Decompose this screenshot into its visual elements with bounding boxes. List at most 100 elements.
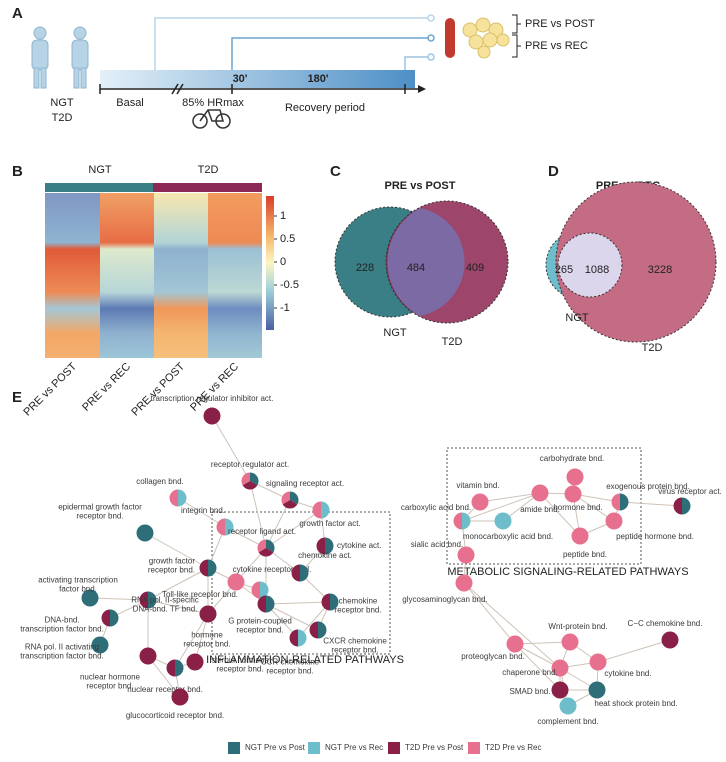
cluster-label: INFLAMMATION-RELATED PATHWAYS [206, 654, 404, 666]
node: nuclear hormone receptor bnd. [80, 647, 157, 691]
venn-label: T2D [642, 342, 663, 354]
cluster-label: METABOLIC SIGNALING-RELATED PATHWAYS [447, 566, 688, 578]
colorbar [266, 196, 274, 330]
node-label: growth factor act. [299, 519, 360, 528]
phase-label: 30' [233, 73, 248, 85]
node-slice [462, 512, 471, 530]
node-slice [178, 489, 187, 507]
node-slice [611, 493, 620, 511]
node-slice [175, 659, 184, 677]
node-slice [186, 653, 204, 671]
panel-letter: B [12, 163, 23, 180]
node-slice [312, 501, 321, 519]
node-label: nuclear hormone receptor bnd. [80, 673, 141, 691]
legend-swatch [388, 742, 400, 754]
edge [211, 415, 251, 482]
group-label: NGT [88, 164, 112, 176]
node-label: carboxylic acid bnd. [401, 503, 471, 512]
edge [463, 582, 516, 645]
node-label: steroid hormone receptor bnd. [211, 656, 269, 674]
node-label: cytokine bnd. [604, 669, 651, 678]
node-slice [316, 537, 325, 555]
bracket [512, 14, 521, 58]
edge [144, 532, 209, 569]
node-label: receptor ligand act. [228, 527, 296, 536]
edge [147, 655, 181, 698]
group-bar [45, 183, 153, 192]
node-label: Wnt-protein bnd. [548, 622, 607, 631]
node-label: complement bnd. [537, 717, 598, 726]
node: G protein-coupled receptor bnd. [228, 595, 292, 635]
column-label: PRE vs REC [80, 361, 133, 414]
panel-a: A NGT T2D PRE vs POST PRE vs REC Basal 3… [12, 5, 595, 129]
node-label: peptide hormone bnd. [616, 532, 694, 541]
node-label: carbohydrate bnd. [540, 454, 605, 463]
node-slice [605, 512, 623, 530]
node-slice [298, 629, 307, 647]
node-label: heat shock protein bnd. [594, 699, 677, 708]
node-slice [250, 472, 259, 486]
node: virus receptor act. [658, 487, 722, 515]
group-label: NGT [50, 97, 74, 109]
colorbar-tick-label: -1 [280, 302, 290, 314]
node-label: RNA pol. II activating transcription fact… [20, 643, 104, 661]
node-label: peptide bnd. [563, 550, 607, 559]
node-slice [321, 501, 330, 519]
venn-count: 3228 [648, 264, 672, 276]
edge [265, 601, 331, 605]
edge [514, 641, 571, 645]
node-slice [225, 518, 234, 536]
node-slice [166, 659, 175, 677]
node-slice [300, 564, 309, 582]
node-label: CXCR chemokine receptor bnd. [323, 637, 387, 655]
node: heat shock protein bnd. [588, 681, 678, 708]
exercise-label: 85% HRmax [182, 97, 244, 109]
group-bar [153, 183, 262, 192]
node-slice [251, 581, 260, 599]
node: growth factor act. [299, 501, 361, 528]
node-label: integrin bnd. [181, 506, 225, 515]
node: peptide bnd. [563, 527, 607, 559]
node-slice [281, 491, 290, 505]
panel-letter: E [12, 389, 22, 406]
node: Toll-like receptor bnd. [162, 581, 269, 599]
node: carboxylic acid bnd. [401, 503, 471, 530]
panel-c: C PRE vs POST 228 484 409 NGT T2D [330, 163, 509, 348]
panel-letter: C [330, 163, 341, 180]
edge [265, 499, 291, 549]
legend-swatch [308, 742, 320, 754]
node-slice [169, 489, 178, 507]
node-slice [620, 493, 629, 511]
node-label: glycosaminoglycan bnd. [402, 595, 487, 604]
venn-count: 265 [555, 264, 573, 276]
node: steroid hormone receptor bnd. [186, 653, 269, 674]
node-slice [110, 609, 119, 627]
node-slice [318, 621, 327, 639]
node-slice [291, 564, 300, 582]
node-slice [208, 559, 217, 577]
bike-icon [192, 109, 231, 129]
edge [177, 497, 226, 528]
colorbar-tick-label: -0.5 [280, 279, 299, 291]
node-slice [91, 636, 109, 654]
colorbar-tick-label: 0.5 [280, 233, 295, 245]
node-label: signaling receptor act. [266, 479, 344, 488]
node-slice [199, 559, 208, 577]
node: CXCR chemokine receptor bnd. [309, 621, 387, 655]
edge [174, 613, 209, 669]
cluster-box [211, 511, 391, 655]
node: chemokine act. [291, 551, 352, 582]
cluster-box [446, 447, 642, 565]
node-slice [457, 546, 475, 564]
node-label: activating transcription factor bnd. [38, 576, 118, 594]
node-slice [171, 688, 189, 706]
node: hormone receptor bnd. [183, 605, 231, 649]
node-label: sialic acid bnd. [411, 540, 463, 549]
node-slice [588, 681, 606, 699]
node-label: vitamin bnd. [456, 481, 499, 490]
node: growth factor receptor bnd. [148, 557, 217, 577]
node-label: exogenous protein bnd. [606, 482, 690, 491]
node-slice [309, 621, 318, 639]
node-slice [266, 595, 275, 613]
